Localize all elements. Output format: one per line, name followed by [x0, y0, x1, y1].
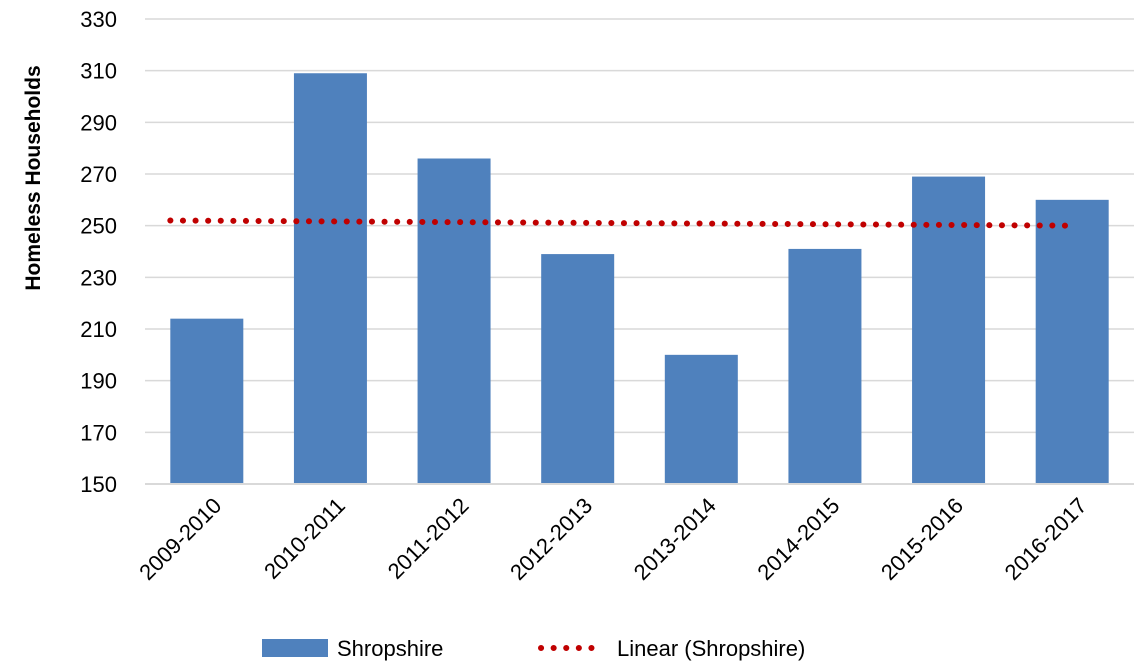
legend-swatch-shropshire	[262, 639, 328, 657]
y-tick-label: 250	[80, 214, 117, 239]
x-tick-label: 2013-2014	[629, 493, 721, 585]
y-tick-label: 170	[80, 420, 117, 445]
legend: Shropshire Linear (Shropshire)	[262, 636, 805, 661]
y-tick-labels: 150 170 190 210 230 250 270 290 310 330	[80, 7, 117, 497]
bar-2011-2012	[417, 158, 491, 484]
bar-2013-2014	[664, 354, 738, 484]
x-tick-label: 2016-2017	[1000, 493, 1092, 585]
y-tick-label: 310	[80, 59, 117, 84]
x-tick-labels: 2009-2010 2010-2011 2011-2012 2012-2013 2013…	[134, 493, 1091, 585]
y-tick-label: 290	[80, 110, 117, 135]
y-tick-label: 190	[80, 369, 117, 394]
bar-2016-2017	[1035, 199, 1109, 485]
x-tick-label: 2014-2015	[752, 493, 844, 585]
bar-2012-2013	[541, 254, 615, 484]
x-tick-label: 2009-2010	[134, 493, 226, 585]
trendline-linear	[167, 217, 1077, 229]
trendline	[167, 217, 1077, 229]
x-tick-label: 2010-2011	[259, 493, 350, 584]
x-tick-label: 2015-2016	[876, 493, 968, 585]
x-tick-label: 2012-2013	[505, 493, 597, 585]
y-tick-label: 230	[80, 265, 117, 290]
legend-label-trendline: Linear (Shropshire)	[617, 636, 805, 661]
y-axis-title: Homeless Households	[22, 65, 45, 290]
y-tick-label: 210	[80, 317, 117, 342]
y-tick-label: 330	[80, 7, 117, 32]
bars	[170, 73, 1109, 485]
y-tick-label: 150	[80, 472, 117, 497]
bar-2009-2010	[170, 318, 244, 484]
bar-2015-2016	[912, 176, 986, 485]
legend-label-shropshire: Shropshire	[337, 636, 443, 661]
x-tick-label: 2011-2012	[383, 493, 474, 584]
gridlines	[145, 18, 1134, 434]
bar-2010-2011	[293, 73, 367, 484]
y-tick-label: 270	[80, 162, 117, 187]
bar-2014-2015	[788, 248, 862, 484]
